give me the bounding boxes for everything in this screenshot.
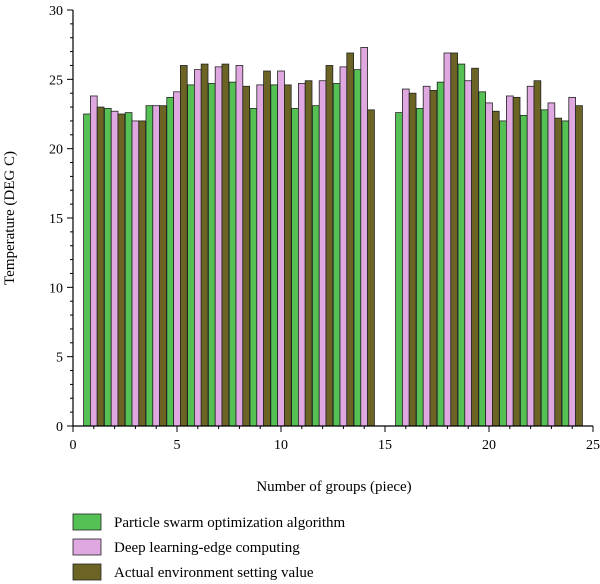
bar-3-14 bbox=[367, 109, 375, 427]
bar-2-14 bbox=[360, 47, 368, 427]
legend-swatch-3 bbox=[72, 563, 102, 581]
bar-3-6 bbox=[200, 63, 209, 427]
plot-area bbox=[83, 47, 583, 427]
bar-3-17 bbox=[429, 90, 438, 427]
x-axis-label: Number of groups (piece) bbox=[256, 479, 411, 495]
bar-3-21 bbox=[512, 96, 521, 427]
bar-1-3 bbox=[124, 112, 133, 427]
bar-2-6 bbox=[193, 69, 202, 427]
bar-1-18 bbox=[436, 81, 445, 427]
legend-label-1: Particle swarm optimization algorithm bbox=[114, 515, 346, 531]
bar-3-24 bbox=[575, 105, 583, 427]
x-tick-label: 0 bbox=[70, 438, 77, 453]
bar-1-7 bbox=[207, 83, 216, 427]
y-tick-label: 15 bbox=[49, 212, 63, 227]
bar-3-7 bbox=[221, 63, 230, 427]
bar-2-9 bbox=[256, 84, 264, 427]
bar-2-13 bbox=[339, 66, 348, 427]
bar-3-2 bbox=[117, 113, 126, 427]
bar-1-12 bbox=[311, 105, 320, 427]
bar-1-2 bbox=[104, 108, 112, 427]
bar-3-23 bbox=[554, 117, 562, 427]
bar-3-19 bbox=[471, 67, 479, 427]
y-tick-label: 5 bbox=[56, 351, 63, 366]
x-tick-label: 25 bbox=[586, 438, 600, 453]
bar-1-14 bbox=[353, 69, 362, 427]
bar-2-12 bbox=[318, 80, 327, 427]
bar-1-10 bbox=[270, 84, 278, 427]
bar-3-12 bbox=[325, 65, 334, 427]
bar-3-22 bbox=[533, 80, 542, 427]
x-tick-label: 15 bbox=[378, 438, 392, 453]
bar-2-19 bbox=[464, 80, 472, 427]
bar-3-13 bbox=[346, 52, 354, 427]
legend-label-2: Deep learning-edge computing bbox=[114, 540, 300, 556]
bar-1-23 bbox=[540, 109, 549, 427]
bar-3-9 bbox=[263, 70, 271, 427]
bar-2-4 bbox=[152, 105, 161, 427]
bar-3-1 bbox=[96, 106, 105, 427]
bar-2-3 bbox=[131, 120, 140, 427]
bar-3-8 bbox=[242, 85, 251, 427]
legend: Particle swarm optimization algorithm Dee… bbox=[72, 513, 346, 581]
legend-swatch-1 bbox=[72, 513, 102, 531]
bar-2-8 bbox=[235, 65, 244, 427]
bar-2-18 bbox=[443, 52, 452, 427]
bar-2-5 bbox=[173, 91, 181, 427]
bar-1-11 bbox=[291, 108, 299, 427]
y-tick-label: 25 bbox=[49, 73, 63, 88]
bar-1-1 bbox=[83, 113, 91, 427]
bar-2-2 bbox=[110, 110, 119, 427]
y-tick-label: 20 bbox=[49, 143, 63, 158]
legend-swatch-2 bbox=[72, 538, 102, 556]
bar-1-22 bbox=[520, 114, 528, 427]
bar-2-22 bbox=[526, 85, 535, 427]
bar-2-11 bbox=[297, 83, 306, 427]
x-tick-label: 20 bbox=[482, 438, 496, 453]
y-tick-label: 0 bbox=[56, 420, 63, 435]
bar-1-9 bbox=[249, 108, 258, 427]
bar-2-21 bbox=[505, 95, 514, 427]
bar-2-24 bbox=[568, 96, 576, 427]
bar-2-7 bbox=[214, 66, 223, 427]
y-tick-label: 10 bbox=[49, 281, 63, 296]
bar-2-20 bbox=[485, 102, 493, 427]
bar-3-5 bbox=[179, 65, 188, 427]
y-tick-label: 30 bbox=[49, 4, 63, 19]
bar-3-4 bbox=[159, 105, 167, 427]
bar-2-1 bbox=[90, 95, 98, 427]
bar-2-17 bbox=[422, 85, 431, 427]
bar-3-16 bbox=[408, 92, 417, 427]
bar-1-17 bbox=[415, 108, 424, 427]
bar-1-5 bbox=[166, 96, 175, 427]
bar-1-6 bbox=[187, 84, 195, 427]
bar-3-20 bbox=[491, 110, 500, 427]
bar-1-13 bbox=[332, 83, 341, 427]
bar-1-21 bbox=[499, 120, 507, 427]
bar-2-23 bbox=[547, 102, 556, 427]
bar-3-18 bbox=[450, 52, 458, 427]
x-tick-label: 10 bbox=[274, 438, 288, 453]
bar-2-16 bbox=[401, 88, 410, 427]
bar-1-8 bbox=[228, 81, 237, 427]
bar-3-3 bbox=[138, 120, 147, 427]
legend-label-3: Actual environment setting value bbox=[114, 565, 314, 581]
bar-2-10 bbox=[277, 70, 285, 427]
bar-1-19 bbox=[457, 63, 466, 427]
x-tick-label: 5 bbox=[174, 438, 181, 453]
bar-3-11 bbox=[304, 80, 313, 427]
y-axis-label: Temperature (DEG C) bbox=[2, 151, 18, 285]
axes: 0 5 10 15 20 25 0 5 10 15 20 25 30 bbox=[49, 4, 600, 453]
bar-1-24 bbox=[561, 120, 570, 427]
bar-1-4 bbox=[145, 105, 154, 427]
bar-1-20 bbox=[478, 91, 486, 427]
bar-1-16 bbox=[395, 112, 403, 427]
bar-3-10 bbox=[283, 84, 292, 427]
